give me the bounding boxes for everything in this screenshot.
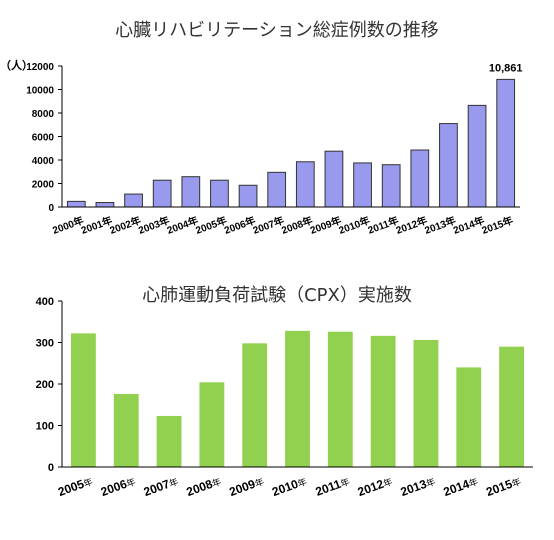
- chart1-x-tick-label: 2011年: [366, 214, 400, 237]
- chart2-bar: [242, 343, 268, 467]
- chart2-bar: [327, 331, 353, 467]
- chart2-y-tick-label: 100: [36, 421, 54, 433]
- chart2-x-tick-label: 2008年: [185, 474, 223, 499]
- chart1-bar: [267, 171, 287, 208]
- chart1-y-tick-label: 8000: [32, 109, 55, 120]
- chart1-bar: [66, 200, 86, 208]
- chart1-bar: [295, 161, 315, 208]
- chart1-bar: [439, 123, 458, 208]
- chart1-bar: [95, 202, 115, 208]
- chart1-value-annotation: 10,861: [489, 62, 523, 74]
- chart1-bar: [496, 78, 516, 208]
- chart2-bar: [199, 382, 225, 467]
- chart1-x-tick-label: 2013年: [423, 214, 458, 237]
- chart1-y-tick-label: 12000: [26, 62, 54, 73]
- chart2-x-tick-label: 2010年: [270, 474, 308, 499]
- chart2-bar: [499, 346, 525, 467]
- chart1-y-tick-label: 10000: [26, 86, 54, 97]
- chart2-x-tick-label: 2012年: [356, 474, 394, 499]
- chart1-x-tick-label: 2002年: [108, 214, 143, 237]
- chart1-bar: [210, 179, 229, 208]
- chart1-bar: [181, 176, 201, 208]
- chart2-x-tick-label: 2007年: [142, 474, 180, 499]
- chart1-x-tick-label: 2000年: [51, 214, 86, 237]
- chart1-y-tick-label: 2000: [32, 180, 55, 191]
- chart2-x-tick-label: 2015年: [484, 474, 522, 499]
- chart2-title: 心肺運動負荷試験（CPX）実施数: [142, 285, 412, 306]
- chart1-x-tick-label: 2012年: [394, 214, 429, 237]
- chart2-x-tick-label: 2005年: [56, 474, 94, 499]
- chart2-bar: [413, 340, 439, 467]
- chart2-y-tick-label: 300: [36, 338, 54, 350]
- chart1-x-tick-label: 2001年: [79, 214, 114, 237]
- chart1-x-tick-label: 2009年: [308, 214, 343, 237]
- chart2-bar: [156, 415, 182, 467]
- chart1-bar: [467, 104, 487, 208]
- chart1-bar: [353, 162, 372, 208]
- chart2-bar: [456, 367, 482, 467]
- chart1-x-tick-label: 2015年: [480, 214, 515, 237]
- chart2-bar: [113, 393, 139, 467]
- chart1-y-tick-label: 4000: [32, 156, 55, 167]
- chart1-bar: [324, 150, 344, 208]
- chart2-y-tick-label: 200: [36, 379, 54, 391]
- chart2-y-tick-label: 400: [36, 296, 54, 308]
- chart2-bar: [285, 330, 310, 467]
- chart1-bar: [238, 184, 258, 208]
- chart1-bar: [152, 179, 172, 208]
- chart1-bar: [124, 193, 143, 208]
- chart2-x-tick-label: 2014年: [441, 474, 479, 499]
- chart1-x-tick-label: 2007年: [251, 214, 286, 237]
- chart1-x-tick-label: 2004年: [165, 214, 200, 237]
- chart2-x-tick-label: 2011年: [314, 474, 352, 499]
- chart2-bar: [70, 333, 96, 467]
- chart1-x-tick-label: 2014年: [451, 214, 486, 237]
- chart2-x-tick-label: 2009年: [227, 474, 265, 499]
- chart1-title: 心臓リハビリテーション総症例数の推移: [115, 20, 439, 41]
- chart1-y-tick-label: 6000: [32, 133, 55, 144]
- chart1-unit-label: （人）: [0, 58, 33, 72]
- chart1-x-tick-label: 2005年: [194, 214, 229, 237]
- chart1-x-tick-label: 2003年: [136, 214, 171, 237]
- chart1-bar: [410, 149, 430, 208]
- chart1-bar: [381, 164, 401, 208]
- chart2-y-tick-label: 0: [48, 462, 54, 474]
- chart1-y-tick-label: 0: [48, 203, 54, 214]
- chart1-x-tick-label: 2006年: [222, 214, 257, 237]
- chart1-x-tick-label: 2008年: [280, 214, 315, 237]
- chart2-x-tick-label: 2013年: [399, 474, 437, 499]
- chart2-bar: [370, 335, 396, 467]
- chart1-x-tick-label: 2010年: [337, 214, 372, 237]
- chart2-x-tick-label: 2006年: [99, 474, 137, 499]
